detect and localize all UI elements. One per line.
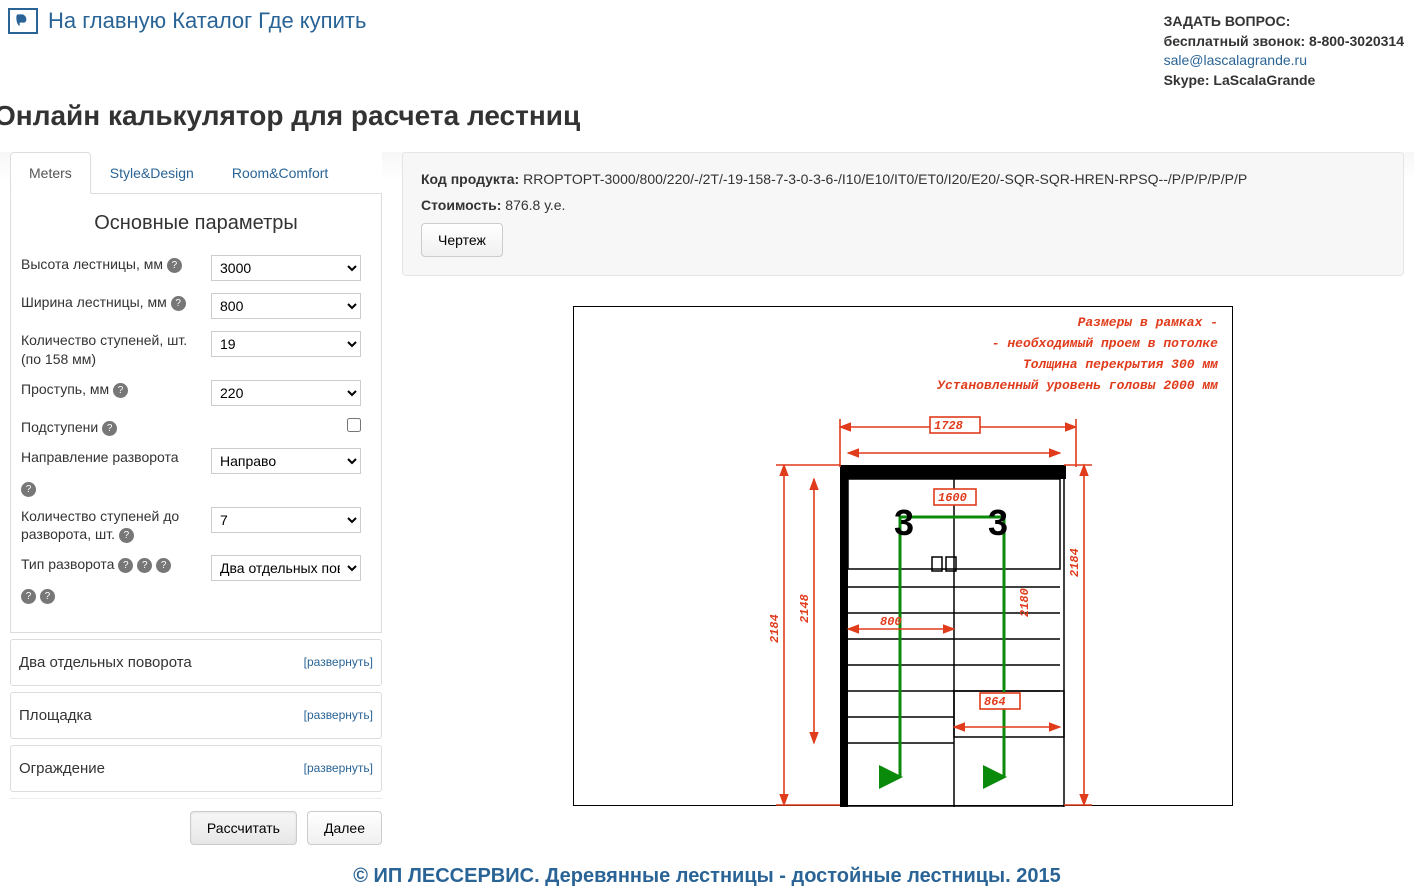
drawing-button[interactable]: Чертеж (421, 223, 503, 257)
annotation-line: Установленный уровень головы 2000 мм (584, 376, 1218, 397)
cost-value: 876.8 у.е. (505, 197, 565, 213)
page-title: Онлайн калькулятор для расчета лестниц (0, 100, 1414, 132)
field-label: Количество ступеней до разворота, шт. ? (21, 507, 201, 543)
svg-text:3: 3 (988, 502, 1008, 543)
help-icon[interactable]: ? (40, 589, 55, 604)
panel-heading: Основные параметры (21, 212, 371, 235)
contact-block: ЗАДАТЬ ВОПРОС: бесплатный звонок: 8-800-… (1164, 8, 1404, 90)
tab-style[interactable]: Style&Design (91, 152, 213, 194)
select-input[interactable]: Направо (211, 448, 361, 474)
nav-home[interactable]: На главную (48, 8, 166, 34)
accordion-row[interactable]: Два отдельных поворота [развернуть] (10, 639, 382, 686)
accordion-title: Ограждение (19, 760, 105, 777)
accordion-title: Площадка (19, 707, 92, 724)
help-icon[interactable]: ? (21, 482, 36, 497)
field-label: Высота лестницы, мм ? (21, 255, 201, 273)
technical-drawing: 3 3 1728 1600 (584, 407, 1224, 807)
accordion-expand[interactable]: [развернуть] (304, 655, 373, 669)
contact-email[interactable]: sale@lascalagrande.ru (1164, 52, 1307, 68)
contact-skype: Skype: LaScalaGrande (1164, 71, 1404, 91)
field-label: Проступь, мм ? (21, 380, 201, 398)
drawing-area: Размеры в рамках - - необходимый проем в… (573, 306, 1233, 806)
contact-ask: ЗАДАТЬ ВОПРОС: (1164, 12, 1404, 32)
svg-text:1728: 1728 (934, 419, 963, 433)
annotation-line: Толщина перекрытия 300 мм (584, 355, 1218, 376)
accordion-row[interactable]: Ограждение [развернуть] (10, 745, 382, 792)
field-label: Ширина лестницы, мм ? (21, 293, 201, 311)
nav-where[interactable]: Где купить (258, 8, 366, 34)
tab-room[interactable]: Room&Comfort (213, 152, 347, 194)
nav-catalog[interactable]: Каталог (172, 8, 252, 34)
select-input[interactable]: 19 (211, 331, 361, 357)
code-label: Код продукта: (421, 171, 519, 187)
contact-phone: бесплатный звонок: 8-800-3020314 (1164, 32, 1404, 52)
svg-text:3: 3 (894, 502, 914, 543)
help-icon[interactable]: ? (156, 558, 171, 573)
next-button[interactable]: Далее (307, 811, 382, 845)
help-icon[interactable]: ? (137, 558, 152, 573)
help-icon[interactable]: ? (113, 383, 128, 398)
checkbox-input[interactable] (347, 418, 361, 432)
svg-text:2184: 2184 (1068, 548, 1082, 577)
select-input[interactable]: 3000 (211, 255, 361, 281)
select-input[interactable]: 7 (211, 507, 361, 533)
accordion-expand[interactable]: [развернуть] (304, 708, 373, 722)
select-input[interactable]: 800 (211, 293, 361, 319)
svg-text:2184: 2184 (768, 614, 782, 643)
accordion-expand[interactable]: [развернуть] (304, 761, 373, 775)
field-label: Тип разворота ? ? ? (21, 555, 201, 573)
svg-text:800: 800 (880, 615, 902, 629)
field-label: Количество ступеней, шт. (по 158 мм) (21, 331, 201, 367)
calculate-button[interactable]: Рассчитать (190, 811, 297, 845)
svg-text:2180: 2180 (1018, 588, 1032, 617)
tab-meters[interactable]: Meters (10, 152, 91, 194)
help-icon[interactable]: ? (21, 589, 36, 604)
code-value: RROPTOPT-3000/800/220/-/2T/-19-158-7-3-0… (523, 171, 1247, 187)
accordion-title: Два отдельных поворота (19, 654, 192, 671)
footer-text: © ИП ЛЕССЕРВИС. Деревянные лестницы - до… (0, 845, 1414, 894)
svg-text:1600: 1600 (938, 491, 967, 505)
help-icon[interactable]: ? (118, 558, 133, 573)
annotation-line: Размеры в рамках - (584, 313, 1218, 334)
svg-text:864: 864 (984, 695, 1006, 709)
cost-label: Стоимость: (421, 197, 501, 213)
select-input[interactable]: Два отдельных пово (211, 555, 361, 581)
help-icon[interactable]: ? (171, 296, 186, 311)
select-input[interactable]: 220 (211, 380, 361, 406)
field-label: Направление разворота (21, 448, 201, 466)
help-icon[interactable]: ? (167, 258, 182, 273)
help-icon[interactable]: ? (119, 528, 134, 543)
annotation-line: - необходимый проем в потолке (584, 334, 1218, 355)
field-label: Подступени ? (21, 418, 201, 436)
help-icon[interactable]: ? (102, 421, 117, 436)
svg-text:2148: 2148 (798, 594, 812, 623)
logo-icon (8, 8, 38, 34)
accordion-row[interactable]: Площадка [развернуть] (10, 692, 382, 739)
product-info-box: Код продукта: RROPTOPT-3000/800/220/-/2T… (402, 152, 1404, 276)
